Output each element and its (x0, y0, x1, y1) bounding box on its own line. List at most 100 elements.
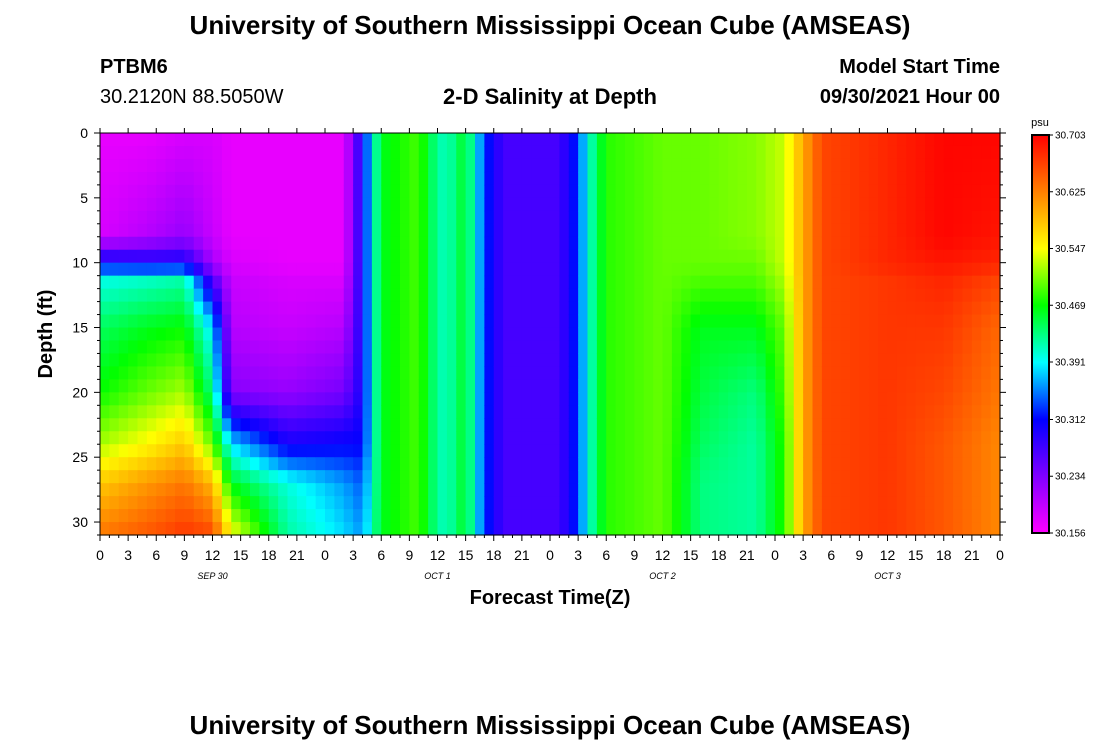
heatmap-cell (400, 457, 410, 471)
heatmap-cell (868, 496, 879, 510)
heatmap-cell (934, 171, 945, 186)
heatmap-cell (840, 509, 851, 523)
heatmap-cell (634, 496, 645, 510)
heatmap-cell (550, 496, 560, 510)
heatmap-cell (128, 431, 139, 445)
heatmap-cell (915, 457, 926, 471)
heatmap-cell (156, 366, 167, 380)
heatmap-cell (887, 444, 898, 458)
heatmap-cell (165, 483, 176, 497)
heatmap-cell (671, 470, 682, 484)
heatmap-cell (821, 392, 832, 406)
heatmap-cell (934, 288, 945, 303)
heatmap-cell (803, 509, 814, 523)
heatmap-cell (353, 275, 364, 290)
heatmap-cell (550, 522, 560, 536)
heatmap-cell (859, 145, 870, 160)
heatmap-cell (812, 405, 823, 419)
x-tick-label: 12 (655, 547, 671, 563)
heatmap-cell (550, 275, 560, 290)
heatmap-cell (793, 444, 804, 458)
heatmap-cell (756, 470, 767, 484)
x-tick-label: 6 (827, 547, 835, 563)
heatmap-cell (765, 184, 776, 199)
heatmap-cell (793, 301, 804, 316)
heatmap-cell (953, 353, 964, 368)
heatmap-cell (381, 444, 392, 458)
heatmap-cell (428, 249, 439, 264)
heatmap-cell (625, 392, 635, 406)
heatmap-cell (700, 522, 710, 536)
heatmap-cell (259, 483, 270, 497)
heatmap-cell (990, 444, 1001, 458)
heatmap-cell (381, 353, 392, 368)
heatmap-cell (240, 522, 251, 536)
heatmap-cell (137, 301, 148, 316)
heatmap-cell (859, 197, 870, 212)
heatmap-cell (596, 444, 607, 458)
heatmap-cell (156, 418, 167, 432)
heatmap-cell (962, 184, 973, 199)
heatmap-cell (193, 262, 204, 277)
heatmap-cell (296, 470, 307, 484)
heatmap-cell (296, 418, 307, 432)
heatmap-cell (221, 171, 232, 186)
heatmap-cell (306, 184, 317, 199)
heatmap-cell (925, 483, 935, 497)
heatmap-cell (634, 301, 645, 316)
heatmap-cell (484, 457, 495, 471)
heatmap-cell (465, 314, 476, 329)
heatmap-cell (587, 496, 598, 510)
heatmap-cell (278, 379, 289, 393)
heatmap-cell (100, 275, 110, 290)
heatmap-cell (737, 418, 748, 432)
heatmap-cell (840, 483, 851, 497)
heatmap-cell (212, 288, 223, 303)
heatmap-cell (493, 457, 504, 471)
heatmap-cell (671, 262, 682, 277)
heatmap-cell (775, 210, 785, 225)
heatmap-cell (878, 431, 889, 445)
heatmap-cell (250, 184, 260, 199)
heatmap-cell (728, 171, 739, 186)
heatmap-cell (615, 301, 626, 316)
heatmap-cell (325, 249, 335, 264)
heatmap-cell (296, 509, 307, 523)
heatmap-cell (775, 249, 785, 264)
heatmap-cell (737, 353, 748, 368)
heatmap-cell (737, 236, 748, 251)
heatmap-cell (568, 301, 579, 316)
heatmap-cell (315, 171, 326, 186)
heatmap-cell (765, 431, 776, 445)
heatmap-cell (456, 171, 467, 186)
heatmap-cell (400, 470, 410, 484)
heatmap-cell (203, 210, 214, 225)
heatmap-cell (175, 379, 185, 393)
heatmap-cell (718, 496, 729, 510)
heatmap-cell (390, 405, 401, 419)
heatmap-cell (240, 236, 251, 251)
heatmap-cell (409, 210, 420, 225)
heatmap-cell (840, 366, 851, 380)
heatmap-cell (812, 133, 823, 147)
heatmap-cell (700, 366, 710, 380)
heatmap-cell (306, 275, 317, 290)
heatmap-cell (428, 223, 439, 238)
heatmap-cell (662, 158, 673, 173)
heatmap-cell (803, 171, 814, 186)
x-tick-label: 15 (683, 547, 699, 563)
heatmap-cell (934, 483, 945, 497)
heatmap-cell (625, 145, 635, 160)
heatmap-cell (821, 158, 832, 173)
heatmap-cell (146, 392, 157, 406)
heatmap-cell (803, 288, 814, 303)
heatmap-cell (700, 262, 710, 277)
heatmap-cell (784, 327, 795, 342)
heatmap-cell (118, 444, 129, 458)
heatmap-cell (315, 431, 326, 445)
heatmap-cell (175, 145, 185, 160)
heatmap-cell (550, 379, 560, 393)
heatmap-cell (925, 197, 935, 212)
heatmap-cell (953, 457, 964, 471)
heatmap-cell (587, 470, 598, 484)
